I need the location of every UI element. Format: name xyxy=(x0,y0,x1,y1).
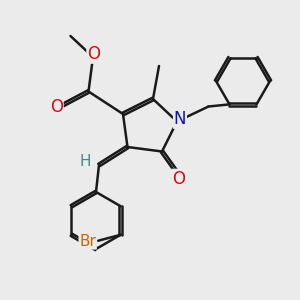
Text: H: H xyxy=(80,154,91,169)
Text: O: O xyxy=(172,169,185,188)
Text: Br: Br xyxy=(79,234,96,249)
Text: O: O xyxy=(87,45,100,63)
Text: O: O xyxy=(50,98,63,116)
Text: N: N xyxy=(174,110,186,128)
